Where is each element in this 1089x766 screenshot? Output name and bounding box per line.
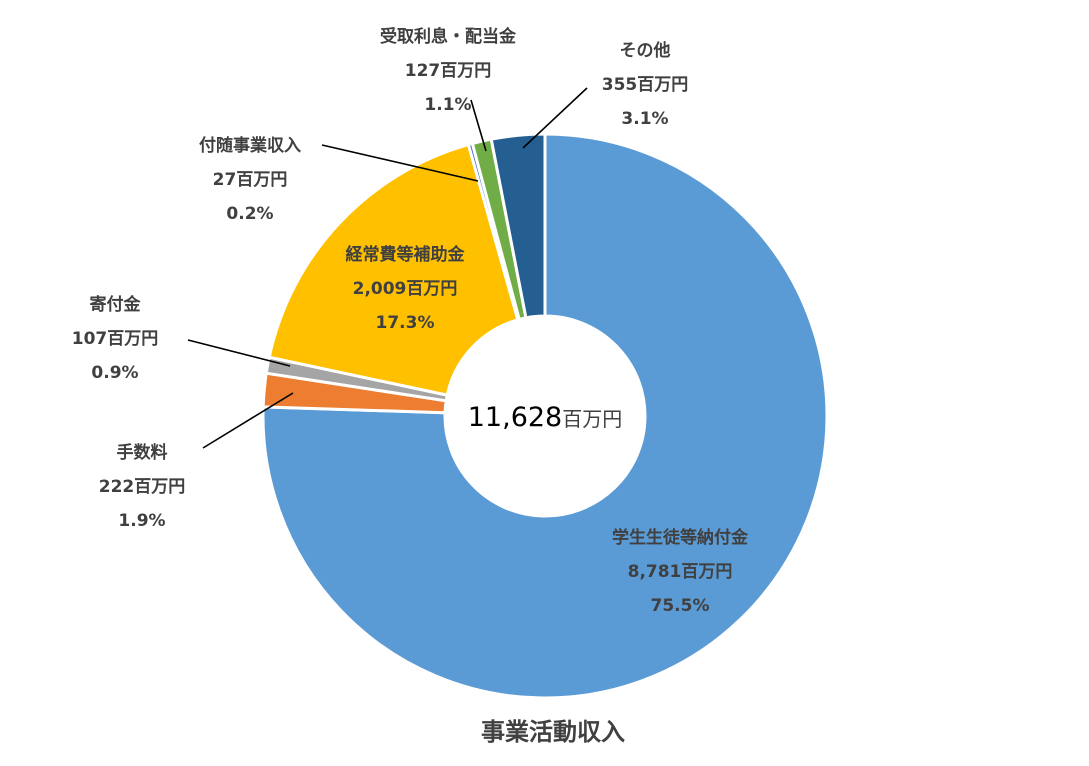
slice-tuition: [261, 132, 829, 700]
leader-line-donations: [187, 339, 291, 367]
label-value-ancillary: 27百万円: [213, 170, 288, 190]
label-other: その他 355百万円 3.1%: [602, 40, 689, 129]
label-name-interest-dividends: 受取利息・配当金: [380, 26, 517, 47]
chart-title: 事業活動収入: [481, 718, 625, 746]
leader-line-ancillary: [321, 144, 479, 182]
label-value-subsidies: 2,009百万円: [353, 279, 458, 299]
slice-labels: 学生生徒等納付金 8,781百万円 75.5% 手数料 222百万円 1.9% 寄付金 107…: [72, 26, 749, 616]
leader-lines: [187, 87, 588, 449]
label-value-fees: 222百万円: [99, 477, 186, 497]
donut-slices: [261, 132, 829, 700]
leader-line-other: [522, 87, 588, 149]
label-percent-interest-dividends: 1.1%: [424, 95, 471, 115]
label-percent-donations: 0.9%: [91, 363, 138, 383]
label-ancillary: 付随事業収入 27百万円 0.2%: [199, 135, 301, 224]
center-total-unit: 百万円: [562, 407, 622, 431]
leader-line-interest-dividends: [470, 99, 487, 152]
label-donations: 寄付金 107百万円 0.9%: [72, 294, 159, 383]
label-percent-fees: 1.9%: [118, 511, 165, 531]
svg-text:11,628百万円: 11,628百万円: [468, 402, 622, 433]
label-percent-other: 3.1%: [621, 109, 668, 129]
label-name-fees: 手数料: [117, 442, 168, 463]
label-name-donations: 寄付金: [90, 294, 142, 315]
label-value-interest-dividends: 127百万円: [405, 61, 492, 81]
slice-subsidies: [267, 143, 520, 397]
label-value-tuition: 8,781百万円: [628, 562, 733, 582]
label-percent-ancillary: 0.2%: [226, 204, 273, 224]
label-name-tuition: 学生生徒等納付金: [612, 527, 749, 548]
center-total-value: 11,628: [468, 402, 562, 433]
label-interest-dividends: 受取利息・配当金 127百万円 1.1%: [380, 26, 517, 115]
label-tuition: 学生生徒等納付金 8,781百万円 75.5%: [612, 527, 749, 616]
label-name-subsidies: 経常費等補助金: [346, 244, 466, 265]
label-fees: 手数料 222百万円 1.9%: [99, 442, 186, 531]
leader-line-fees: [202, 392, 294, 449]
label-name-ancillary: 付随事業収入: [199, 135, 301, 156]
label-subsidies: 経常費等補助金 2,009百万円 17.3%: [346, 244, 466, 333]
label-percent-tuition: 75.5%: [651, 596, 710, 616]
slice-other: [489, 132, 547, 320]
label-value-other: 355百万円: [602, 75, 689, 95]
label-percent-subsidies: 17.3%: [376, 313, 435, 333]
center-total: 11,628百万円: [468, 402, 622, 433]
label-value-donations: 107百万円: [72, 329, 159, 349]
label-name-other: その他: [620, 40, 671, 61]
